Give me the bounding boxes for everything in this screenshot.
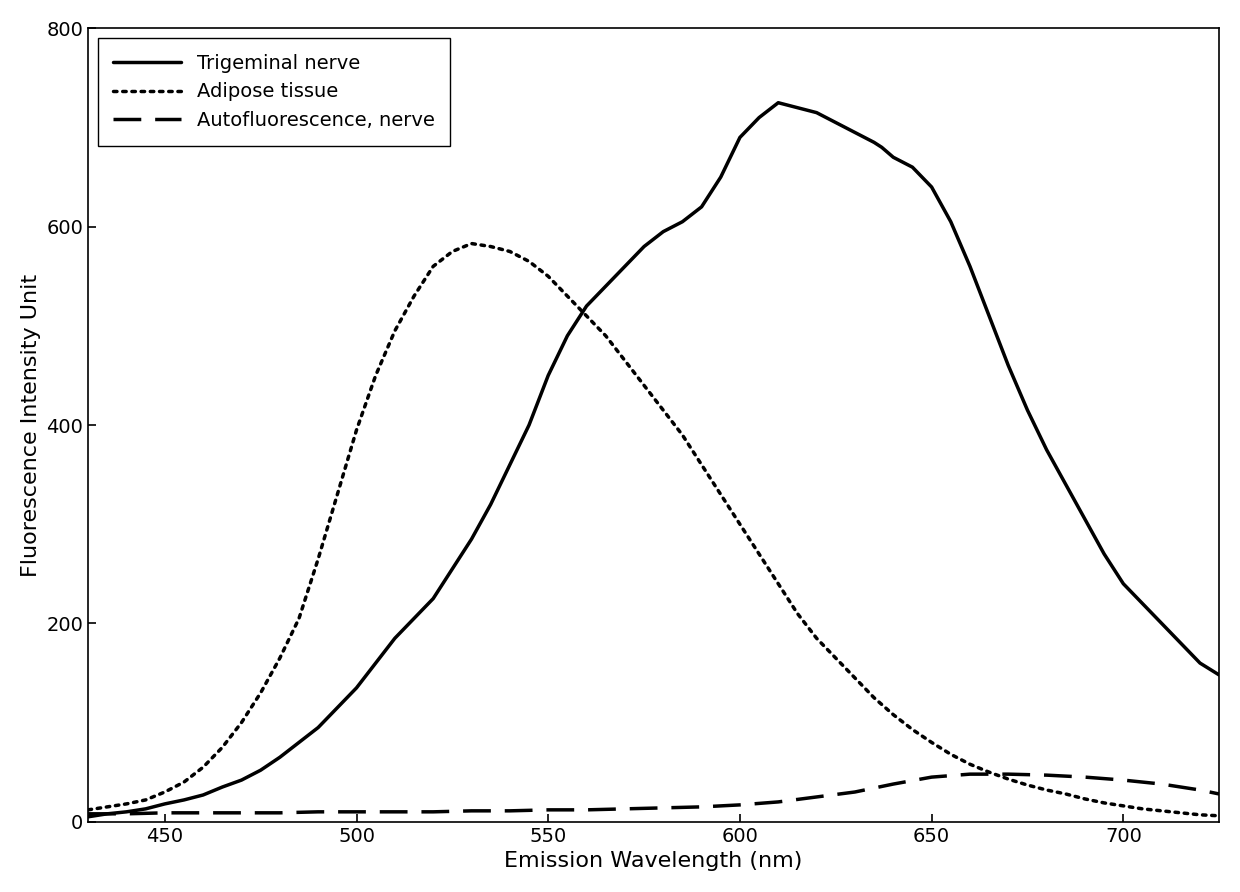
Adipose tissue xyxy=(368,370,383,381)
Autofluorescence, nerve xyxy=(733,799,748,810)
Adipose tissue xyxy=(810,633,825,644)
Adipose tissue xyxy=(464,238,479,249)
Adipose tissue xyxy=(407,291,422,301)
Autofluorescence, nerve xyxy=(311,806,326,817)
Autofluorescence, nerve xyxy=(1078,772,1092,782)
Trigeminal nerve xyxy=(350,682,365,693)
Autofluorescence, nerve xyxy=(119,808,134,819)
Adipose tissue xyxy=(445,246,460,257)
Trigeminal nerve xyxy=(81,812,95,822)
Trigeminal nerve xyxy=(790,103,805,113)
Autofluorescence, nerve xyxy=(502,805,517,816)
Autofluorescence, nerve xyxy=(694,802,709,813)
Autofluorescence, nerve xyxy=(1154,779,1169,789)
Autofluorescence, nerve xyxy=(350,806,365,817)
Autofluorescence, nerve xyxy=(771,797,786,807)
Autofluorescence, nerve xyxy=(196,807,211,818)
Adipose tissue xyxy=(81,805,95,815)
Autofluorescence, nerve xyxy=(464,805,479,816)
Trigeminal nerve xyxy=(1078,514,1092,524)
Autofluorescence, nerve xyxy=(81,808,95,819)
Line: Adipose tissue: Adipose tissue xyxy=(88,244,1219,816)
Autofluorescence, nerve xyxy=(962,769,977,780)
Autofluorescence, nerve xyxy=(579,805,594,815)
Autofluorescence, nerve xyxy=(885,779,900,789)
Trigeminal nerve xyxy=(311,723,326,733)
Autofluorescence, nerve xyxy=(1039,770,1054,780)
Line: Autofluorescence, nerve: Autofluorescence, nerve xyxy=(88,774,1219,814)
Legend: Trigeminal nerve, Adipose tissue, Autofluorescence, nerve: Trigeminal nerve, Adipose tissue, Autofl… xyxy=(98,38,450,145)
Autofluorescence, nerve xyxy=(1116,775,1131,786)
Adipose tissue xyxy=(484,241,498,252)
Y-axis label: Fluorescence Intensity Unit: Fluorescence Intensity Unit xyxy=(21,274,41,576)
Autofluorescence, nerve xyxy=(924,772,939,782)
Autofluorescence, nerve xyxy=(656,803,671,814)
Trigeminal nerve xyxy=(771,97,786,108)
Autofluorescence, nerve xyxy=(1211,789,1226,799)
Adipose tissue xyxy=(273,653,288,664)
Autofluorescence, nerve xyxy=(273,807,288,818)
Trigeminal nerve xyxy=(484,499,498,509)
Autofluorescence, nerve xyxy=(1193,785,1208,796)
Autofluorescence, nerve xyxy=(1001,769,1016,780)
Autofluorescence, nerve xyxy=(810,791,825,802)
Adipose tissue xyxy=(1211,811,1226,822)
Autofluorescence, nerve xyxy=(847,787,862,797)
Line: Trigeminal nerve: Trigeminal nerve xyxy=(88,103,1219,817)
Autofluorescence, nerve xyxy=(387,806,402,817)
Trigeminal nerve xyxy=(694,202,709,212)
Trigeminal nerve xyxy=(1211,670,1226,681)
X-axis label: Emission Wavelength (nm): Emission Wavelength (nm) xyxy=(505,851,802,871)
Autofluorescence, nerve xyxy=(234,807,249,818)
Autofluorescence, nerve xyxy=(541,805,556,815)
Autofluorescence, nerve xyxy=(618,804,632,814)
Autofluorescence, nerve xyxy=(157,807,172,818)
Autofluorescence, nerve xyxy=(425,806,440,817)
